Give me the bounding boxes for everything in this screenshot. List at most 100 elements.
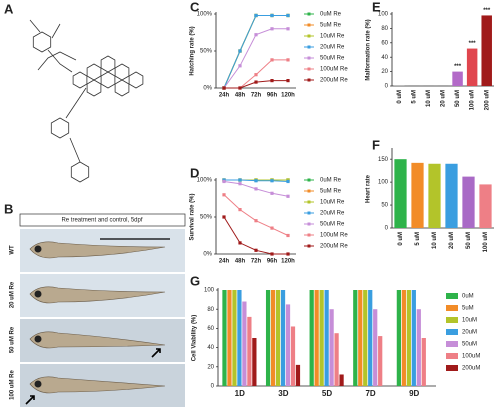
bar <box>378 336 383 386</box>
legend-marker <box>307 12 311 16</box>
marker <box>238 208 242 212</box>
bar <box>394 159 407 228</box>
bar <box>437 85 449 86</box>
x-tick-label: 1D <box>235 389 245 398</box>
y-axis-label: Hatching rate (%) <box>190 26 196 75</box>
legend-marker <box>307 178 311 182</box>
marker <box>270 226 274 230</box>
legend-label: 20uM Re <box>320 211 345 217</box>
x-tick-label: 100 uM <box>483 232 489 252</box>
eye <box>34 245 42 253</box>
bar <box>295 364 301 386</box>
marker <box>254 13 258 18</box>
y-tick-label: 60 <box>207 326 214 332</box>
series-line <box>223 194 289 236</box>
bar <box>353 290 358 386</box>
bar <box>309 290 314 386</box>
marker <box>254 187 258 191</box>
bar <box>319 290 324 386</box>
legend-marker <box>307 189 311 193</box>
legend-label: 20uM <box>462 330 477 336</box>
legend-swatch <box>446 305 458 311</box>
y-tick-label: 100 <box>378 12 389 18</box>
marker <box>222 215 226 219</box>
x-tick-label: 96h <box>267 93 278 99</box>
marker <box>238 49 242 53</box>
legend-swatch <box>446 341 458 347</box>
bond <box>29 19 87 163</box>
y-axis-label: Survival rate (%) <box>190 193 196 240</box>
marker <box>270 13 274 18</box>
bar <box>314 290 319 386</box>
row-label: WT <box>10 245 16 255</box>
marker <box>270 27 274 31</box>
y-tick-label: 100% <box>197 178 213 184</box>
fish <box>29 241 166 259</box>
legend-marker <box>307 222 311 226</box>
marker <box>254 33 258 37</box>
eye <box>34 290 42 298</box>
legend-label: 0uM Re <box>320 12 342 18</box>
y-tick-label: 0 <box>385 84 389 90</box>
marker <box>286 27 290 31</box>
x-tick-label: 200 uM <box>484 90 490 110</box>
legend-label: 10uM <box>462 318 477 324</box>
ring <box>128 71 144 89</box>
row-label: 100 uM Re <box>10 370 16 400</box>
x-tick-label: 48h <box>235 259 246 265</box>
bar <box>406 290 411 386</box>
legend-marker <box>307 67 311 71</box>
bar <box>285 304 291 386</box>
series-line <box>223 15 288 89</box>
panel-label: B <box>4 201 13 216</box>
annotation: *** <box>469 41 477 47</box>
legend-label: 100uM Re <box>320 67 348 73</box>
legend-swatch <box>446 293 458 299</box>
x-tick-label: 7D <box>365 389 375 398</box>
ring <box>86 63 102 81</box>
marker <box>238 86 242 90</box>
y-tick-label: 0 <box>385 226 389 232</box>
bar <box>408 85 420 86</box>
marker <box>254 80 258 84</box>
bar <box>411 290 416 386</box>
bar <box>462 176 475 228</box>
legend-swatch <box>446 317 458 323</box>
legend-marker <box>307 45 311 49</box>
y-tick-label: 50 <box>381 203 388 209</box>
marker <box>270 252 274 256</box>
x-tick-label: 24h <box>219 259 230 265</box>
legend-label: 5uM <box>462 306 474 312</box>
bar <box>265 290 271 386</box>
y-tick-label: 0% <box>203 252 212 258</box>
series-line <box>223 216 288 255</box>
y-tick-label: 40 <box>381 55 388 61</box>
legend-label: 10uM Re <box>320 200 345 206</box>
y-tick-label: 50% <box>200 215 213 221</box>
bar <box>445 163 458 228</box>
x-tick-label: 5 uM <box>411 90 417 104</box>
bar <box>466 48 478 86</box>
bar <box>416 309 421 386</box>
legend-label: 5uM Re <box>320 23 342 29</box>
y-tick-label: 60 <box>381 40 388 46</box>
marker <box>238 241 242 245</box>
legend-label: 200uM Re <box>320 244 348 250</box>
bar <box>363 290 368 386</box>
y-tick-label: 40 <box>207 345 214 351</box>
y-axis-label: Cell Viability (%) <box>192 315 198 362</box>
ring <box>86 79 102 97</box>
x-tick-label: 0 uM <box>397 90 403 104</box>
marker <box>254 248 258 252</box>
arrow <box>25 395 35 405</box>
panel-label: F <box>372 137 380 152</box>
bar <box>275 290 281 386</box>
bar <box>329 309 334 386</box>
bar <box>237 290 242 386</box>
y-tick-label: 0% <box>203 86 212 92</box>
fish <box>29 376 166 394</box>
bar <box>368 290 373 386</box>
legend-label: 10uM Re <box>320 34 345 40</box>
fish <box>29 286 166 304</box>
